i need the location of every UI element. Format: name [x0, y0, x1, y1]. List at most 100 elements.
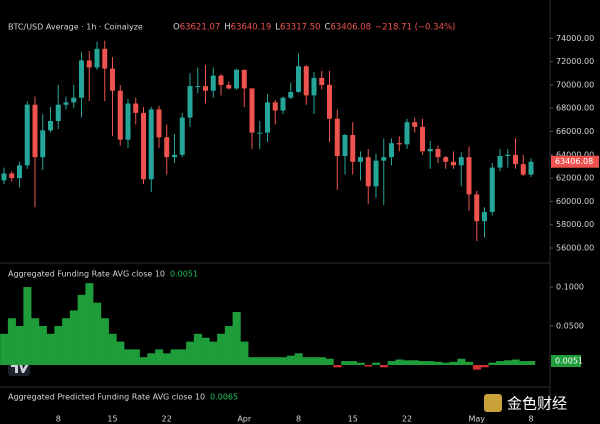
funding-bar	[434, 361, 443, 365]
candle-body	[63, 102, 69, 105]
funding-bar	[418, 361, 427, 365]
ohlc-label: C	[325, 23, 331, 33]
candle-body	[210, 75, 216, 91]
funding-bar	[395, 359, 404, 365]
funding-bar	[124, 349, 133, 365]
candle-body	[141, 112, 146, 180]
panel-legend-value: 0.0065	[210, 393, 238, 402]
candle-body	[1, 173, 7, 181]
candle-body	[466, 157, 472, 195]
x-tick-label: Apr	[237, 415, 252, 424]
candle-body	[133, 103, 139, 113]
candle-body	[296, 66, 301, 92]
funding-bar	[279, 357, 288, 365]
funding-bar	[100, 318, 109, 365]
candle-body	[117, 90, 123, 140]
y-tick-label: 68000.00	[556, 104, 594, 113]
candle-body	[350, 135, 356, 162]
candle-body	[249, 88, 255, 133]
candle-body	[520, 164, 526, 175]
funding-bar	[69, 310, 78, 365]
candle-body	[435, 148, 441, 158]
candle-body	[102, 48, 108, 69]
y-tick-label: 58000.00	[556, 220, 594, 229]
funding-bar	[310, 357, 319, 365]
panel-title: Aggregated Funding Rate AVG close 10	[8, 270, 165, 279]
funding-bar	[224, 326, 233, 365]
symbol-title: BTC/USD Average · 1h · Coinalyze	[8, 23, 143, 32]
funding-bar	[341, 361, 350, 365]
funding-bar	[465, 361, 474, 365]
funding-bar	[46, 333, 55, 365]
x-tick-label: 15	[107, 415, 117, 424]
candle-body	[303, 66, 309, 96]
candle-body	[110, 68, 115, 91]
candle-body	[40, 130, 46, 158]
candle-body	[451, 161, 456, 166]
candle-body	[86, 60, 92, 68]
panel-legend-value: 0.0051	[170, 270, 198, 279]
watermark: 金色财经	[484, 394, 567, 413]
candle-body	[257, 132, 263, 134]
funding-bar	[480, 364, 489, 368]
funding-bar	[488, 362, 497, 365]
x-tick-label: May	[468, 415, 485, 424]
funding-bar	[0, 333, 9, 365]
funding-bar	[38, 326, 47, 365]
funding-bar	[31, 318, 40, 365]
candle-body	[528, 161, 534, 175]
funding-bar	[449, 361, 458, 365]
candle-body	[458, 157, 464, 166]
y-tick-label: 64000.00	[556, 150, 594, 159]
ohlc-value: 63317.50	[280, 23, 321, 33]
funding-bar	[209, 341, 218, 365]
funding-bar	[317, 357, 326, 365]
funding-bar	[186, 341, 195, 365]
ohlc-value: 63640.19	[231, 23, 272, 33]
ohlc-label: H	[224, 23, 230, 33]
funding-bar	[364, 364, 373, 367]
y-tick-label: 56000.00	[556, 244, 594, 253]
ohlc-value: 63406.08	[330, 23, 371, 33]
x-tick-label: 8	[296, 415, 301, 424]
candle-body	[288, 91, 294, 98]
candle-body	[342, 135, 348, 156]
last-value-label: 0.0051	[555, 357, 583, 366]
funding-bar	[131, 349, 140, 365]
last-value-tag	[551, 355, 581, 368]
candle-body	[94, 48, 100, 68]
funding-bar	[457, 358, 466, 365]
funding-bar	[162, 353, 171, 365]
candle-body	[79, 60, 84, 98]
funding-bar	[325, 358, 334, 365]
funding-bar	[217, 333, 226, 365]
funding-bar	[54, 326, 63, 365]
funding-bar	[139, 357, 148, 365]
funding-bar	[23, 287, 32, 365]
candle-body	[48, 121, 53, 131]
funding-bar	[7, 318, 16, 365]
candle-body	[156, 109, 162, 138]
funding-bar	[387, 361, 396, 365]
y-tick-label: 66000.00	[556, 127, 594, 136]
funding-bar	[155, 349, 164, 365]
funding-bar	[193, 333, 202, 365]
candle-body	[241, 69, 247, 89]
y-tick-label: 70000.00	[556, 80, 594, 89]
funding-bar	[441, 362, 450, 365]
funding-bar	[372, 362, 381, 365]
funding-bar	[15, 326, 24, 365]
funding-bar	[62, 318, 71, 365]
candle-body	[443, 157, 449, 162]
funding-bar	[248, 357, 257, 365]
candle-body	[513, 154, 518, 165]
funding-bar	[379, 364, 388, 368]
candle-body	[404, 122, 410, 145]
funding-bar	[240, 341, 249, 365]
header: BTC/USD Average · 1h · Coinalyze O 63621.…	[8, 23, 455, 33]
funding-bar	[426, 361, 435, 365]
candle-body	[381, 157, 387, 161]
funding-bar	[170, 349, 179, 365]
candle-body	[187, 86, 193, 118]
